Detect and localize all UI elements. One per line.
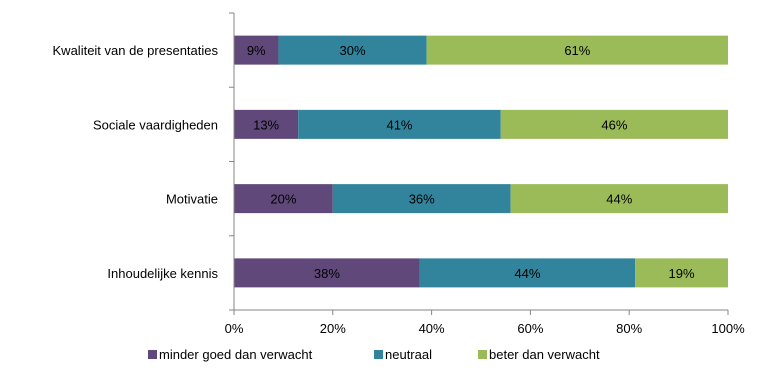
category-label: Sociale vaardigheden (93, 117, 218, 132)
bar-segment (234, 258, 420, 288)
data-label: 20% (270, 192, 296, 207)
data-label: 13% (253, 117, 279, 132)
legend-label: beter dan verwacht (489, 347, 600, 362)
data-label: 41% (386, 117, 412, 132)
category-label: Inhoudelijke kennis (107, 266, 218, 281)
data-label: 38% (314, 266, 340, 281)
data-label: 36% (409, 192, 435, 207)
x-tick-label: 0% (225, 321, 244, 336)
data-label: 19% (669, 266, 695, 281)
legend: minder goed dan verwacht neutraal beter da… (148, 347, 600, 362)
category-label: Kwaliteit van de presentaties (53, 43, 219, 58)
category-label: Motivatie (166, 192, 218, 207)
data-label: 46% (601, 117, 627, 132)
data-label: 30% (340, 43, 366, 58)
bar-segment (500, 109, 728, 139)
legend-swatch (148, 350, 157, 359)
data-label: 9% (247, 43, 266, 58)
x-tick-label: 60% (517, 321, 543, 336)
bar-segment (234, 35, 279, 65)
x-tick-label: 80% (616, 321, 642, 336)
data-label: 44% (514, 266, 540, 281)
axes: Kwaliteit van de presentaties Sociale vaa… (53, 12, 745, 336)
x-tick-label: 100% (711, 321, 745, 336)
plot-area: 9% 30% 61% 13% 41% 46% 20% 36% 44% 38% 44% 19% (234, 35, 728, 288)
x-tick-label: 20% (320, 321, 346, 336)
bar-segment (234, 109, 299, 139)
bar-segment (510, 184, 728, 214)
legend-label: minder goed dan verwacht (159, 347, 313, 362)
data-label: 61% (564, 43, 590, 58)
bar-segment (298, 109, 501, 139)
legend-label: neutraal (385, 347, 432, 362)
bar-segment (278, 35, 427, 65)
bar-segment (332, 184, 511, 214)
bar-segment (426, 35, 728, 65)
data-label: 44% (606, 192, 632, 207)
x-tick-label: 40% (419, 321, 445, 336)
bar-segment (419, 258, 636, 288)
legend-swatch (374, 350, 383, 359)
bar-segment (234, 184, 333, 214)
bar-segment (635, 258, 728, 288)
legend-swatch (478, 350, 487, 359)
